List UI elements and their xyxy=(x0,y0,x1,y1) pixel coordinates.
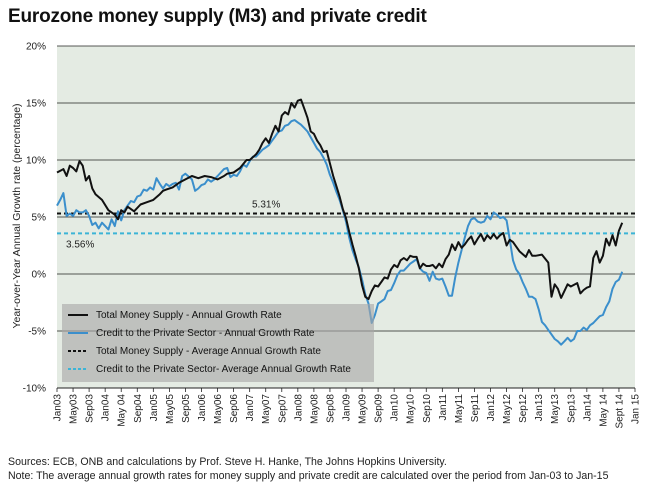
x-tick-label: Jan08 xyxy=(293,394,304,422)
y-tick-label: -5% xyxy=(28,327,46,338)
y-tick-label: 0% xyxy=(32,270,47,281)
x-tick-label: May11 xyxy=(454,394,465,424)
legend-label: Total Money Supply - Annual Growth Rate xyxy=(96,310,282,321)
x-tick-label: Jan11 xyxy=(438,394,449,421)
x-tick-label: May 04 xyxy=(117,394,128,427)
series-lines xyxy=(56,98,624,346)
y-tick-label: 15% xyxy=(26,99,46,110)
x-tick-label: Jan10 xyxy=(390,394,401,422)
x-tick-label: Sep11 xyxy=(470,394,481,423)
x-tick-label: Sep06 xyxy=(229,394,240,423)
x-tick-label: Sep08 xyxy=(325,394,336,423)
x-tick-label: May07 xyxy=(261,394,272,424)
y-tick-label: 5% xyxy=(32,213,47,224)
x-tick-label: Sep07 xyxy=(277,394,288,423)
x-tick-label: Jan13 xyxy=(534,394,545,422)
x-tick-label: May05 xyxy=(165,394,176,424)
x-tick-label: May12 xyxy=(502,394,513,424)
x-tick-label: Sept 14 xyxy=(614,394,625,429)
x-tick-label: Jan14 xyxy=(582,394,593,422)
x-tick-label: May06 xyxy=(213,394,224,424)
y-axis-ticks: -10% -5% 0% 5% 10% 15% 20% xyxy=(23,42,46,395)
x-tick-label: Jan07 xyxy=(245,394,256,422)
x-tick-label: Jan12 xyxy=(486,394,497,422)
legend: Total Money Supply - Annual Growth Rate C… xyxy=(62,304,374,382)
method-note: Note: The average annual growth rates fo… xyxy=(8,469,609,482)
y-tick-label: -10% xyxy=(23,384,46,395)
x-tick-label: May13 xyxy=(550,394,561,424)
annotation-m3-average: 5.31% xyxy=(252,199,280,210)
legend-label: Total Money Supply - Average Annual Grow… xyxy=(96,346,321,357)
chart: -10% -5% 0% 5% 10% 15% 20% 5.31% 3.56% Jan03 May… xyxy=(11,42,642,429)
x-tick-label: May09 xyxy=(358,394,369,424)
y-axis-label: Year-over-Year Annual Growth rate (perce… xyxy=(11,103,23,328)
y-tick-label: 10% xyxy=(26,156,46,167)
legend-label: Credit to the Private Sector- Average An… xyxy=(96,364,351,375)
x-tick-label: Sep09 xyxy=(374,394,385,423)
chart-title: Eurozone money supply (M3) and private c… xyxy=(8,6,427,27)
legend-label: Credit to the Private Sector - Annual Gr… xyxy=(96,328,315,339)
annotation-credit-average: 3.56% xyxy=(66,239,94,250)
x-tick-label: Jan06 xyxy=(197,394,208,422)
x-tick-label: Jan03 xyxy=(53,394,64,422)
x-tick-label: May08 xyxy=(309,394,320,424)
x-tick-label: May 14 xyxy=(598,394,609,427)
x-tick-label: Jan04 xyxy=(101,394,112,422)
average-lines: 5.31% 3.56% xyxy=(57,199,635,250)
x-tick-label: Sep13 xyxy=(566,394,577,423)
x-tick-label: Jan 15 xyxy=(631,394,642,424)
x-tick-label: Jan09 xyxy=(342,394,353,422)
x-tick-label: Sep04 xyxy=(133,394,144,423)
x-tick-label: Jan05 xyxy=(149,394,160,422)
x-axis-ticks: Jan03 May03 Sep03 Jan04 May 04 Sep04 Jan05 May0… xyxy=(53,388,642,428)
x-tick-label: Sep12 xyxy=(518,394,529,423)
y-tick-label: 20% xyxy=(26,42,46,53)
x-tick-label: May03 xyxy=(69,394,80,424)
x-tick-label: Sep05 xyxy=(181,394,192,423)
series-total-money-supply xyxy=(56,98,624,301)
x-tick-label: Sep10 xyxy=(422,394,433,423)
x-tick-label: Sep03 xyxy=(85,394,96,423)
x-tick-label: May10 xyxy=(406,394,417,424)
sources-note: Sources: ECB, ONB and calculations by Pr… xyxy=(8,456,447,468)
footer: Sources: ECB, ONB and calculations by Pr… xyxy=(8,456,608,483)
